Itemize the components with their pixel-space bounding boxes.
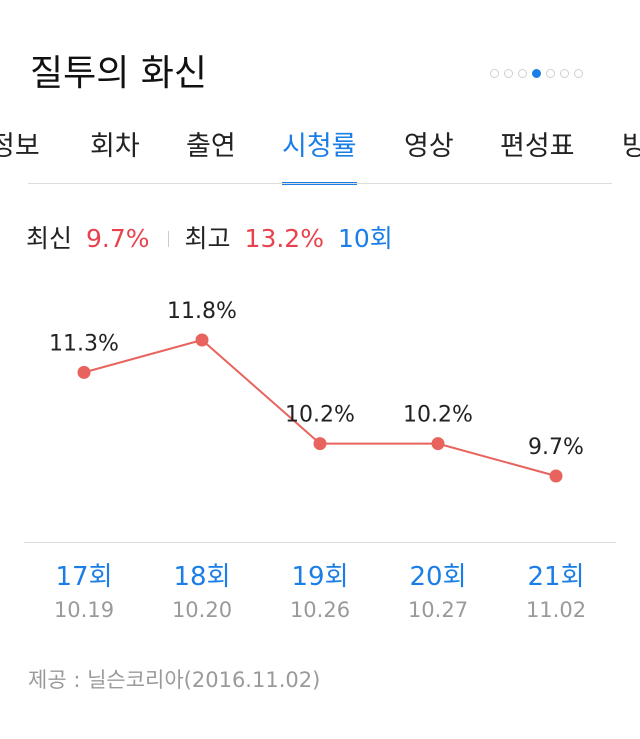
episode-number: 19회 [291,562,349,592]
data-label: 9.7% [528,435,584,460]
episode-number: 20회 [409,562,467,592]
page-dot[interactable] [546,69,555,78]
episode-number: 17회 [55,562,113,592]
episode-column[interactable]: 19회 10.26 [261,560,379,626]
tab-item[interactable]: 정보 [0,131,40,162]
summary-separator [167,231,169,247]
tab-item[interactable]: 출연 [186,131,236,162]
data-point [313,437,327,451]
episode-column[interactable]: 17회 10.19 [25,560,143,626]
episode-date: 10.19 [53,598,115,622]
page-indicator [490,69,583,78]
episode-column[interactable]: 18회 10.20 [143,560,261,626]
data-label: 10.2% [403,403,473,428]
latest-value: 9.7% [86,224,150,253]
best-label: 최고 [184,224,231,253]
episode-date: 10.26 [289,598,351,622]
data-point [77,365,91,379]
page-dot[interactable] [518,69,527,78]
page-dot[interactable] [490,69,499,78]
page-dot[interactable] [574,69,583,78]
data-point [195,333,209,347]
data-label: 11.3% [49,331,119,356]
tab-item[interactable]: 영상 [404,131,454,162]
episode-column[interactable]: 20회 10.27 [379,560,497,626]
tab-item[interactable]: 방 [622,131,640,162]
episode-number: 21회 [527,562,585,592]
episode-column[interactable]: 21회 11.02 [497,560,615,626]
page-dot[interactable] [532,69,541,78]
episode-date: 10.27 [407,598,469,622]
tab-item[interactable]: 시청률 [282,128,357,185]
rating-summary: 최신 9.7% 최고 13.2% 10회 [26,220,393,258]
page-title: 질투의 화신 [30,53,208,94]
episode-date: 10.20 [171,598,233,622]
data-source: 제공 : 닐슨코리아(2016.11.02) [28,668,321,692]
episode-number: 18회 [173,562,231,592]
page-dot[interactable] [504,69,513,78]
best-value: 13.2% [244,224,324,253]
data-label: 10.2% [285,403,355,428]
page-dot[interactable] [560,69,569,78]
episode-date: 11.02 [525,598,587,622]
ratings-line-chart: 11.3% 11.8% 10.2% 10.2% 9.7% [49,299,584,483]
data-label: 11.8% [167,299,237,324]
data-point [549,469,563,483]
tab-item[interactable]: 편성표 [500,131,575,162]
data-point [431,437,445,451]
tab-bar-divider [28,183,612,184]
tab-item[interactable]: 회차 [90,131,140,162]
chart-baseline [24,542,616,543]
latest-label: 최신 [26,224,73,253]
best-episode: 10회 [337,224,393,253]
